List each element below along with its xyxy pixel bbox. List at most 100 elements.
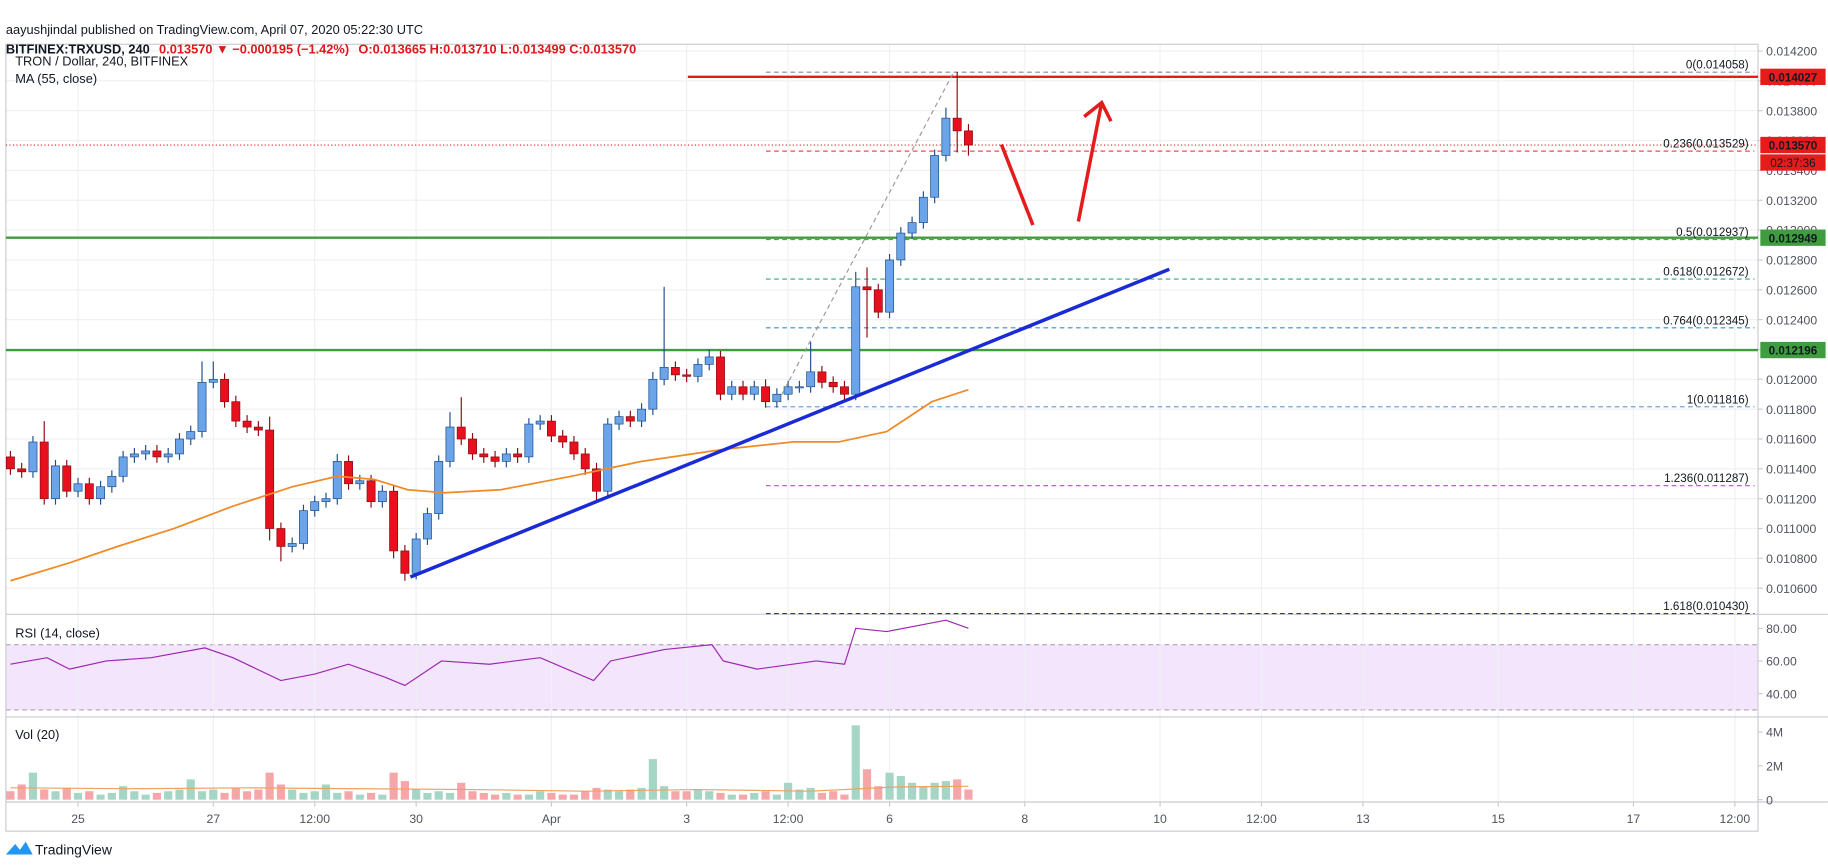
candle-body	[840, 386, 849, 395]
volume-bar	[738, 794, 748, 800]
volume-bar	[40, 789, 49, 800]
volume-bar	[637, 787, 646, 800]
volume-bar	[6, 791, 15, 800]
volume-ma	[10, 785, 969, 792]
candle-body	[546, 420, 556, 437]
candle-body	[62, 465, 72, 492]
volume-bar	[862, 769, 872, 800]
candle-body	[738, 386, 748, 395]
volume-bar	[423, 792, 432, 800]
y-tick-label: 0.012800	[1766, 254, 1817, 268]
volume-bar	[502, 792, 511, 800]
volume-bar	[648, 759, 657, 800]
volume-bar	[919, 786, 928, 800]
candle-body	[152, 450, 162, 458]
volume-bar	[28, 772, 38, 800]
volume-bar	[705, 791, 714, 800]
volume-bar	[96, 794, 105, 800]
price-tag-label: 0.012949	[1769, 232, 1818, 245]
volume-bar	[524, 794, 533, 800]
fib-label: 0(0.014058)	[1686, 59, 1749, 72]
candle-body	[389, 490, 399, 552]
candle-body	[885, 259, 894, 313]
arrow-up	[1076, 102, 1104, 222]
volume-bar	[265, 772, 274, 800]
y-tick-label: 2M	[1766, 760, 1783, 774]
ohlc: O:0.013665 H:0.013710 L:0.013499 C:0.013…	[358, 42, 636, 57]
countdown-tag	[1760, 154, 1826, 171]
x-tick-label: 3	[683, 812, 690, 826]
volume-bar	[536, 791, 545, 800]
x-tick-label: 12:00	[1720, 812, 1751, 826]
x-tick-label: 15	[1491, 812, 1505, 826]
candle-body	[321, 498, 331, 503]
volume-bar	[107, 792, 116, 800]
volume-bar	[141, 794, 150, 800]
fib-diagonal	[777, 72, 955, 403]
candle-body	[400, 550, 410, 574]
moving-average	[10, 388, 969, 582]
candle-body	[716, 356, 725, 395]
volume-bar	[660, 786, 669, 800]
arrow-down	[999, 143, 1035, 226]
candle-body	[625, 416, 635, 422]
candle-body	[468, 438, 477, 455]
volume-bar	[389, 772, 398, 800]
candle-body	[208, 378, 218, 383]
x-tick-label: 17	[1627, 812, 1641, 826]
candle-body	[276, 528, 286, 547]
candle-body	[423, 513, 432, 540]
price-tag	[1760, 229, 1826, 246]
arrows	[999, 99, 1113, 226]
price-tag	[1760, 136, 1826, 154]
volume-bar	[119, 786, 128, 800]
brand: TradingView	[35, 841, 113, 857]
volume-bar	[693, 789, 703, 800]
rsi-band	[5, 644, 1758, 710]
candle-body	[693, 364, 703, 377]
volume-bar	[51, 791, 60, 800]
volume-bar	[209, 789, 218, 800]
candle-body	[129, 453, 139, 458]
volume-bar	[941, 781, 950, 800]
grid	[5, 44, 1763, 807]
candle-body	[682, 374, 692, 377]
volume-bar	[829, 791, 838, 800]
price-tag-label: 0.014027	[1769, 71, 1818, 84]
candle-body	[265, 429, 275, 529]
x-tick-label: 27	[206, 812, 220, 826]
candle-body	[727, 386, 737, 395]
volume-bar	[750, 792, 759, 800]
volume-bar	[490, 794, 500, 800]
candle-body	[377, 490, 387, 503]
logo	[5, 841, 33, 855]
volume-bar	[671, 791, 680, 800]
candle-body	[220, 378, 229, 403]
author-line: aayushjindal published on TradingView.co…	[6, 22, 423, 37]
candle-body	[851, 286, 861, 395]
volume-bar	[243, 791, 252, 800]
candle-body	[535, 420, 545, 425]
volume-bar	[569, 794, 579, 800]
volume-bar	[73, 792, 83, 800]
candle-body	[907, 222, 917, 234]
fib-label: 0.5(0.012937)	[1676, 226, 1749, 239]
y-tick-label: 4M	[1766, 726, 1783, 740]
volume-bar	[908, 782, 917, 800]
candle-body	[411, 538, 421, 574]
volume-bar	[130, 791, 139, 800]
volume-bar	[716, 792, 725, 800]
candle-body	[761, 386, 770, 403]
candle-body	[828, 381, 838, 388]
volume-bar	[603, 789, 612, 800]
x-tick-label: 6	[886, 812, 893, 826]
volume-bar	[434, 791, 443, 800]
candle-body	[603, 423, 613, 492]
y-tick-label: 0.011400	[1766, 463, 1816, 477]
candle-body	[806, 371, 816, 388]
fib-label: 0.236(0.013529)	[1663, 138, 1749, 151]
y-tick-label: 0.010600	[1766, 582, 1817, 596]
volume-bar	[772, 794, 781, 800]
